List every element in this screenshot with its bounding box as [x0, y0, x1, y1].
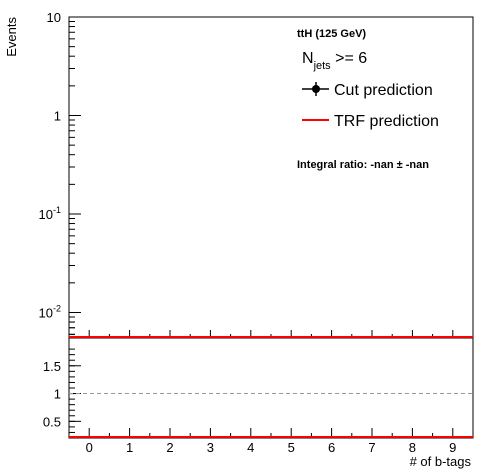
legend-cut-marker	[312, 85, 320, 93]
y-axis-title: Events	[4, 17, 19, 57]
ratio-y-axis: 1.5 1 0.5	[43, 348, 473, 433]
main-y-tick-label: 10-1	[39, 205, 61, 222]
x-axis-title: # of b-tags	[410, 454, 472, 469]
x-tick-label: 8	[409, 440, 416, 455]
njets-sub: jets	[313, 60, 332, 72]
ratio-y-tick-label: 0.5	[43, 414, 61, 429]
process-label: ttH (125 GeV)	[297, 28, 366, 40]
x-tick-label: 1	[126, 440, 133, 455]
x-tick-label: 9	[449, 440, 456, 455]
legend-trf-label: TRF prediction	[334, 113, 439, 130]
legend-entry-cut: Cut prediction	[302, 82, 433, 99]
ratio-y-tick-label: 1	[54, 387, 61, 402]
x-tick-label: 6	[328, 440, 335, 455]
njets-rest: >= 6	[331, 50, 368, 67]
tick-label-base: 10	[39, 207, 53, 222]
integral-ratio-label: Integral ratio: -nan ± -nan	[297, 159, 429, 171]
x-tick-label: 2	[166, 440, 173, 455]
ratio-y-tick-label: 1.5	[43, 359, 61, 374]
njets-base: N	[302, 50, 314, 67]
tick-label-base: 10	[39, 306, 53, 321]
ratio-plot-frame	[68, 337, 474, 439]
series-layer	[69, 336, 473, 438]
legend-cut-label: Cut prediction	[334, 82, 433, 99]
x-tick-label: 4	[247, 440, 254, 455]
njets-label: Njets >= 6	[302, 50, 367, 72]
x-tick-label: 5	[288, 440, 295, 455]
main-plot-frame	[68, 16, 474, 339]
x-tick-label: 7	[368, 440, 375, 455]
main-y-tick-label: 1	[54, 109, 61, 124]
main-y-tick-label: 10	[47, 10, 61, 25]
legend-entry-trf: TRF prediction	[302, 113, 439, 130]
main-y-tick-label: 10-2	[39, 304, 61, 321]
x-tick-label: 3	[207, 440, 214, 455]
tick-label-exponent: -1	[53, 205, 61, 215]
tick-label-exponent: -2	[53, 304, 61, 314]
x-tick-label: 0	[86, 440, 93, 455]
ratio-x-axis: 0 1 2 3 4 5 6 7 8 9	[68, 428, 474, 455]
